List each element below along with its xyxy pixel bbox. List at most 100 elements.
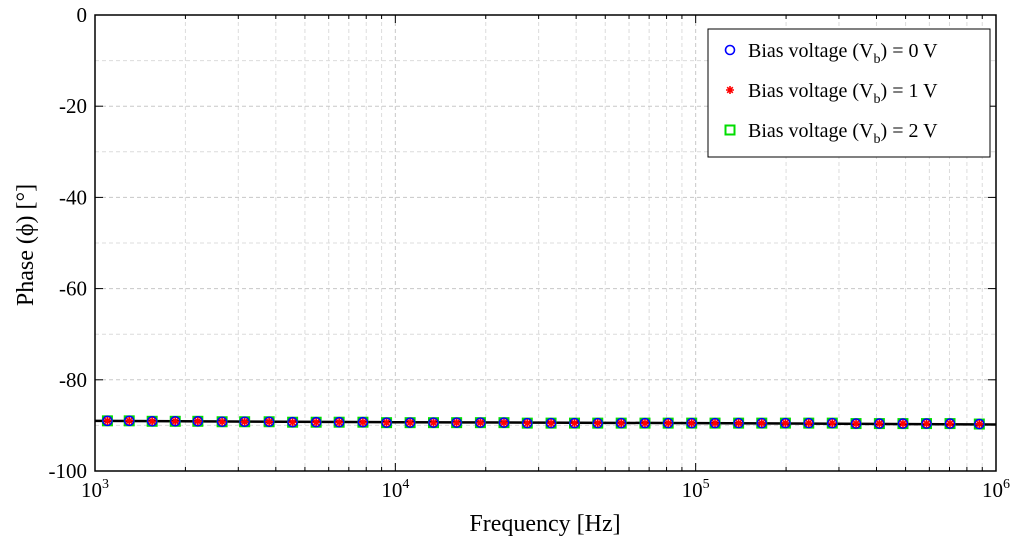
point-circle [521,417,533,429]
legend-text-sub: b [874,52,881,67]
y-tick-labels: 0 -20 -40 -60 -80 -100 [49,3,88,483]
point-star [103,416,112,425]
point-star [312,418,321,427]
point-star [852,419,861,428]
point-circle [803,417,815,429]
point-circle [239,416,250,428]
point-star [406,418,415,427]
x-tick-labels: 103 104 105 106 [81,477,1010,502]
point-circle [733,417,744,429]
point-circle [897,418,909,429]
legend-entry-label: Bias voltage (Vb) = 0 V [748,40,938,67]
point-star [664,419,673,428]
point-star [875,419,884,428]
x-tick-base: 10 [381,478,402,502]
y-tick-label: 0 [77,3,88,27]
legend-marker-circle [724,44,736,56]
point-circle [850,418,862,429]
x-tick-exponent: 3 [102,477,109,492]
point-circle [756,417,768,429]
point-star [547,419,556,428]
point-circle [639,417,651,429]
point-circle [102,415,113,427]
point-circle [333,416,345,428]
y-tick-label: -60 [59,277,87,301]
point-circle [569,417,580,429]
legend-entry-label: Bias voltage (Vb) = 2 V [748,120,938,147]
point-circle [944,418,956,429]
point-circle [592,417,604,429]
point-circle [451,417,462,428]
point-star [125,416,134,425]
legend-text-main: Bias voltage (V [748,120,874,142]
point-star [593,419,602,428]
x-axis-label: Frequency [Hz] [469,511,620,537]
point-star [828,419,837,428]
point-circle [357,416,369,428]
legend-text-main: Bias voltage (V [748,80,874,102]
y-axis-label: Phase (ϕ) [°] [13,184,39,306]
legend-text-sub: b [874,132,881,147]
point-star [193,417,202,426]
point-circle [263,416,275,428]
point-circle [498,417,510,428]
legend-text-main: Bias voltage (V [748,40,874,62]
point-circle [662,417,674,429]
point-circle [709,417,721,429]
point-star [757,419,766,428]
point-star [640,419,649,428]
point-circle [428,417,439,428]
legend-entry-label: Bias voltage (Vb) = 1 V [748,80,938,107]
point-star [265,417,274,426]
point-circle [287,416,298,428]
point-star [687,419,696,428]
point-star [946,419,955,428]
series-star [103,416,984,429]
point-circle [216,416,228,428]
x-tick-exponent: 6 [1003,477,1010,492]
legend-marker-star [726,86,734,94]
legend-text-tail: ) = 1 V [881,80,939,102]
point-circle [123,415,135,427]
point-star [781,419,790,428]
series-circle [102,415,985,430]
point-star [288,418,297,427]
point-circle [169,415,181,427]
point-circle [146,415,158,427]
x-tick-label: 103 [81,477,109,502]
point-star [711,419,720,428]
point-circle [192,415,204,427]
x-tick-base: 10 [682,478,703,502]
point-star [804,419,813,428]
point-star [570,419,579,428]
point-circle [974,418,985,430]
x-tick-exponent: 5 [703,477,710,492]
point-star [148,417,157,426]
point-star [382,418,391,427]
point-star [218,417,227,426]
point-star [240,417,249,426]
point-circle [545,417,557,429]
point-star [358,418,367,427]
point-circle [475,417,486,428]
legend-marker-square [724,124,736,136]
point-star [476,418,485,427]
point-star [452,418,461,427]
point-circle [921,418,932,429]
point-star [617,419,626,428]
point-circle [780,417,791,429]
y-tick-label: -100 [49,459,88,483]
plot-frame [94,14,997,472]
point-star [335,418,344,427]
y-tick-label: -20 [59,94,87,118]
x-tick-exponent: 4 [402,477,409,492]
point-star [898,419,907,428]
legend-text-tail: ) = 0 V [881,40,939,62]
point-circle [310,416,322,428]
point-star [975,420,984,429]
x-tick-label: 106 [982,477,1010,502]
point-star [171,417,180,426]
x-tick-label: 104 [381,477,409,502]
